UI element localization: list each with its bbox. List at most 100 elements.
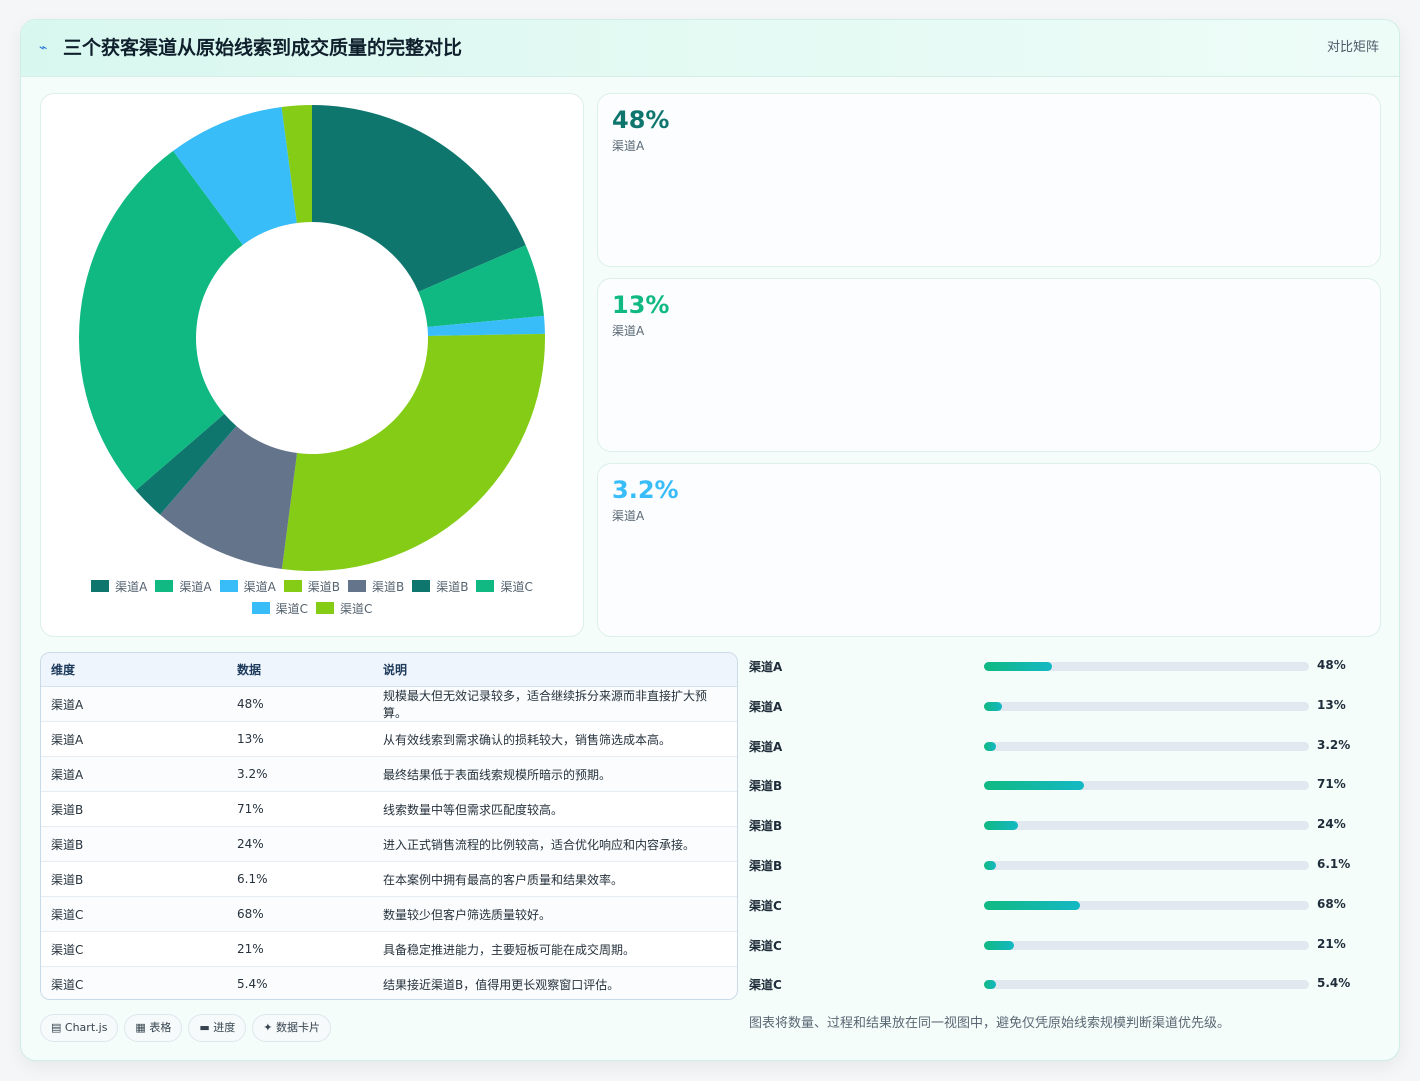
footnote: 图表将数量、过程和结果放在同一视图中，避免仅凭原始线索规模判断渠道优先级。 [749,1016,1231,1031]
progress-value: 68% [1317,896,1346,911]
table-cell: 24% [227,826,373,862]
progress-value: 3.2% [1317,737,1351,752]
chart-icon: ▤ [51,1021,62,1034]
pie-slice[interactable] [281,333,545,571]
progress-label: 渠道C [749,938,782,953]
table-cell: 3.2% [227,756,373,792]
lightning-icon: ⌁ [39,40,48,56]
table-cell: 最终结果低于表面线索规模所暗示的预期。 [373,756,737,792]
legend-item[interactable]: 渠道C [251,598,308,620]
progress-icon: ▬ [199,1021,210,1034]
progress-label: 渠道C [749,898,782,913]
doughnut-chart [79,105,545,571]
legend-item[interactable]: 渠道B [412,576,468,598]
legend-swatch [91,580,110,592]
table-row: 渠道A 13% 从有效线索到需求确认的损耗较大，销售筛选成本高。 [41,721,737,757]
progress-fill [984,701,1003,711]
progress-track [984,821,1309,831]
table-cell: 13% [227,721,373,757]
legend-label: 渠道A [179,580,212,594]
legend-label: 渠道C [275,602,308,616]
progress-label: 渠道C [749,978,782,993]
tag-chip[interactable]: ▦ 表格 [124,1014,183,1042]
progress-label: 渠道A [749,660,783,674]
legend-label: 渠道A [115,580,148,594]
stat-card: 3.2% 渠道A [597,463,1381,637]
progress-value: 24% [1317,817,1346,832]
table-cell: 21% [227,931,373,967]
column-header: 说明 [373,653,737,687]
table-cell: 具备稳定推进能力，主要短板可能在成交周期。 [373,931,737,967]
chart-legend: 渠道A 渠道A 渠道A 渠道B 渠道B 渠道B 渠道C 渠道C 渠道C [61,576,563,620]
table-cell: 从有效线索到需求确认的损耗较大，销售筛选成本高。 [373,721,737,757]
progress-label: 渠道A [749,699,783,714]
legend-swatch [155,580,174,592]
table-cell: 5.4% [227,966,373,999]
stat-label: 渠道A [612,139,645,153]
legend-swatch [348,580,367,592]
progress-value: 5.4% [1317,976,1351,991]
tag-chip[interactable]: ▬ 进度 [188,1014,247,1042]
progress-track [984,701,1309,711]
pie-slice[interactable] [135,413,237,515]
progress-fill [984,861,996,870]
table-cell: 渠道A [41,686,227,722]
table-cell: 规模最大但无效记录较多，适合继续拆分来源而非直接扩大预算。 [373,686,737,722]
table-cell: 68% [227,896,373,932]
table-cell: 数量较少但客户筛选质量较好。 [373,896,737,932]
table-icon: ▦ [135,1021,146,1034]
legend-item[interactable]: 渠道B [283,576,340,598]
legend-item[interactable]: 渠道A [219,576,276,598]
tag-chip[interactable]: ▤ Chart.js [40,1014,119,1042]
pie-slice[interactable] [160,425,298,570]
pie-slice[interactable] [418,245,544,328]
legend-item[interactable]: 渠道A [91,576,147,598]
pie-slice[interactable] [79,150,243,491]
pie-slice[interactable] [173,106,297,245]
stat-label: 渠道A [612,324,645,338]
compare-matrix-link[interactable]: 对比矩阵 [1326,40,1379,55]
table-cell: 71% [227,791,373,827]
table-cell: 渠道A [41,721,227,757]
progress-label: 渠道B [749,819,783,834]
legend-item[interactable]: 渠道A [155,576,212,598]
legend-item[interactable]: 渠道C [476,576,533,598]
chip-label: 进度 [213,1021,236,1034]
progress-value: 13% [1317,697,1346,712]
pie-slice[interactable] [427,315,545,336]
legend-label: 渠道C [340,602,373,616]
progress-label: 渠道B [749,859,783,873]
legend-item[interactable]: 渠道C [316,598,372,620]
legend-swatch [476,580,495,592]
pie-slice[interactable] [312,105,526,292]
doughnut-chart-card: 渠道A 渠道A 渠道A 渠道B 渠道B 渠道B 渠道C 渠道C 渠道C [40,93,584,637]
column-header: 数据 [227,653,373,687]
legend-item[interactable]: 渠道B [348,576,404,598]
pie-slice[interactable] [281,105,312,223]
progress-label: 渠道B [749,779,783,794]
stat-value: 13% [612,291,670,319]
stat-value: 48% [612,106,670,134]
table-cell: 线索数量中等但需求匹配度较高。 [373,791,737,827]
table-cell: 渠道B [41,826,227,862]
tag-chips: ▤ Chart.js ▦ 表格 ▬ 进度 ✦ 数据卡片 [40,1014,337,1044]
table-row: 渠道C 5.4% 结果接近渠道B，值得用更长观察窗口评估。 [41,966,737,999]
table-cell: 渠道C [41,966,227,999]
progress-value: 21% [1317,936,1346,951]
progress-row: 渠道C 68% [749,895,1379,915]
legend-swatch [283,580,302,592]
table-header-row: 维度 数据 说明 [41,653,737,687]
legend-swatch [316,602,334,614]
stat-card: 48% 渠道A [597,93,1381,267]
header: ⌁ 三个获客渠道从原始线索到成交质量的完整对比 对比矩阵 [21,20,1399,77]
table-row: 渠道C 21% 具备稳定推进能力，主要短板可能在成交周期。 [41,931,737,967]
progress-track [984,741,1309,751]
progress-fill [984,662,1052,671]
progress-fill [984,781,1085,791]
progress-row: 渠道A 3.2% [749,736,1379,756]
tag-chip[interactable]: ✦ 数据卡片 [252,1014,331,1042]
chip-label: Chart.js [64,1021,108,1034]
dashboard-panel: ⌁ 三个获客渠道从原始线索到成交质量的完整对比 对比矩阵 渠道A 渠道A 渠道A 渠道… [20,19,1400,1061]
table-row: 渠道B 24% 进入正式销售流程的比例较高，适合优化响应和内容承接。 [41,826,737,862]
legend-swatch [251,602,270,614]
